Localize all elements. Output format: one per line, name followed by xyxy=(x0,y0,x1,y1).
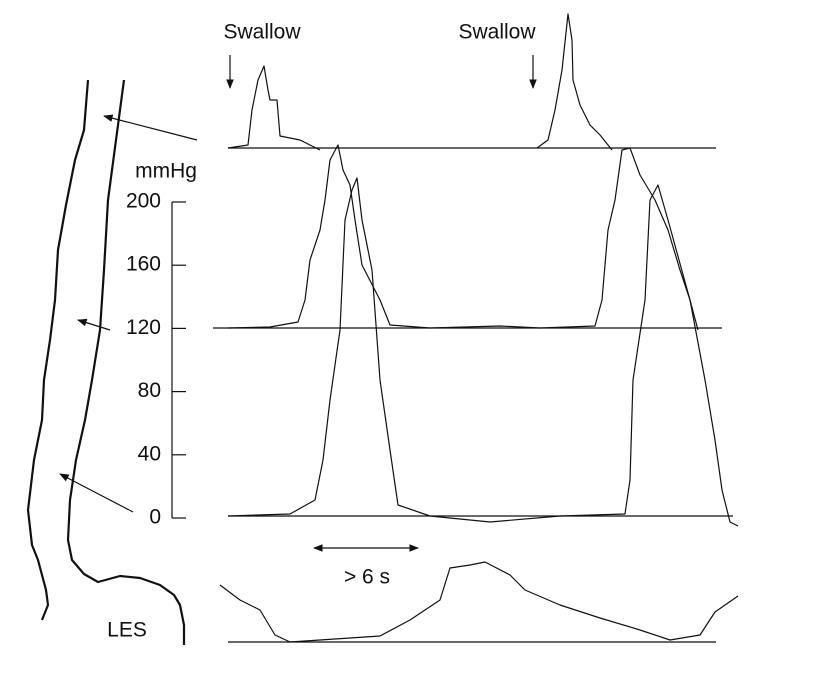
tick-label: 120 xyxy=(126,316,161,339)
axis-ticks: 200 160 120 80 40 0 xyxy=(126,190,186,529)
arrow xyxy=(59,473,134,513)
arrow xyxy=(103,114,198,141)
arrow xyxy=(77,318,111,331)
les-label: LES xyxy=(107,619,147,642)
tick-label: 0 xyxy=(149,506,161,529)
pressure-trace xyxy=(219,561,739,643)
tick-label: 80 xyxy=(138,379,161,402)
tick-label: 40 xyxy=(138,442,161,465)
pressure-trace xyxy=(227,177,739,527)
pressure-trace xyxy=(227,65,321,151)
pressure-trace xyxy=(536,13,613,151)
esophagus-wall xyxy=(26,79,90,621)
esophagus-wall xyxy=(66,79,186,645)
tick-label: 160 xyxy=(126,253,161,276)
pressure-trace xyxy=(227,144,699,331)
unit-label: mmHg xyxy=(135,160,197,183)
tick-label: 200 xyxy=(126,190,161,213)
swallow-label: Swallow xyxy=(223,21,301,44)
duration-label: > 6 s xyxy=(344,566,390,589)
swallow-label: Swallow xyxy=(458,21,536,44)
